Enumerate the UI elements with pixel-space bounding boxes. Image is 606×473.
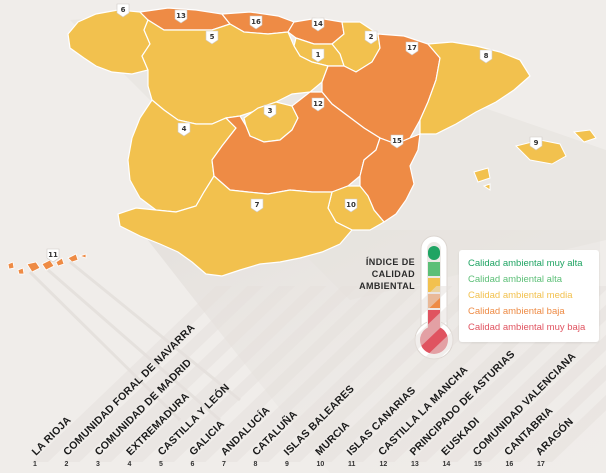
region-number-badge: 5 [205,30,219,45]
svg-text:4: 4 [182,125,187,133]
svg-text:1: 1 [316,51,321,59]
region-number-badge: 8 [479,49,493,64]
region-number: 15 [474,461,482,468]
region-islas-baleares [473,129,597,191]
svg-text:6: 6 [121,6,126,14]
region-number: 3 [96,461,100,468]
legend-title-line: AMBIENTAL [359,281,415,291]
region-number-badge: 13 [174,9,188,24]
region-number-badge: 12 [311,97,325,112]
region-number-badge: 3 [263,104,277,119]
region-number: 4 [128,461,132,468]
svg-text:16: 16 [251,18,261,26]
legend-title: ÍNDICE DE CALIDAD AMBIENTAL [345,256,415,292]
svg-text:17: 17 [407,44,417,52]
region-number: 14 [443,461,451,468]
region-number: 7 [222,461,226,468]
region-number-badge: 2 [364,30,378,45]
legend-panel: Calidad ambiental muy alta Calidad ambie… [459,250,599,342]
svg-text:10: 10 [346,201,356,209]
region-number-badge: 4 [177,122,191,137]
legend-item-media: Calidad ambiental media [468,290,573,301]
region-valenciana [359,133,421,223]
svg-text:9: 9 [534,139,539,147]
region-number-badge: 10 [344,198,358,213]
region-number-badge: 9 [529,136,543,151]
region-number: 12 [380,461,388,468]
svg-text:5: 5 [210,33,215,41]
svg-text:8: 8 [484,52,489,60]
region-number: 1 [33,461,37,468]
region-castilla-y-leon [141,19,329,125]
legend-title-line: CALIDAD [371,269,415,279]
svg-text:2: 2 [369,33,374,41]
region-number: 16 [506,461,514,468]
region-number: 5 [159,461,163,468]
region-number: 8 [254,461,258,468]
region-islas-canarias [7,253,87,275]
region-number-badge: 15 [390,134,404,149]
svg-text:11: 11 [48,251,58,259]
region-number: 11 [348,461,356,468]
region-number-badge: 6 [116,3,130,18]
legend-item-alta: Calidad ambiental alta [468,274,563,285]
svg-text:3: 3 [268,107,273,115]
region-number-badge: 7 [250,198,264,213]
region-number-badge: 1 [311,48,325,63]
legend-item-baja: Calidad ambiental baja [468,306,565,317]
region-number-badge: 14 [311,17,325,32]
region-number: 6 [191,461,195,468]
region-andalucia [117,175,353,277]
region-number: 2 [65,461,69,468]
legend-item-muy-alta: Calidad ambiental muy alta [468,258,583,269]
svg-text:12: 12 [313,100,323,108]
svg-text:14: 14 [313,20,323,28]
legend-title-line: ÍNDICE DE [365,257,415,267]
region-number: 13 [411,461,419,468]
region-number: 10 [317,461,325,468]
region-number-badge: 16 [249,15,263,30]
svg-text:7: 7 [255,201,260,209]
region-number-badge: 11 [46,248,60,263]
region-number-badge: 17 [405,41,419,56]
legend-item-muy-baja: Calidad ambiental muy baja [468,322,586,333]
canarias-shadow [28,260,241,422]
region-number: 17 [537,461,545,468]
svg-text:13: 13 [176,12,186,20]
region-number: 9 [285,461,289,468]
svg-text:15: 15 [392,137,402,145]
